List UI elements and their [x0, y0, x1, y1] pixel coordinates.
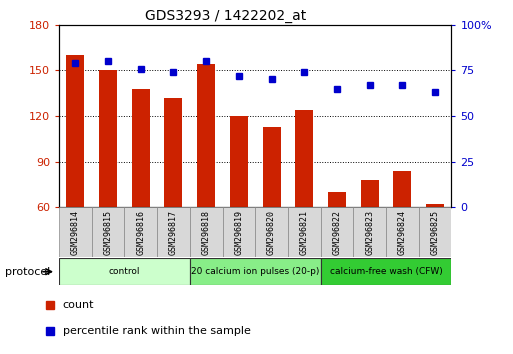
Text: GSM296815: GSM296815: [104, 210, 112, 255]
Text: percentile rank within the sample: percentile rank within the sample: [63, 326, 251, 336]
Text: GSM296816: GSM296816: [136, 210, 145, 255]
Bar: [321, 207, 353, 257]
Text: GSM296817: GSM296817: [169, 210, 178, 255]
Bar: [353, 207, 386, 257]
Text: GSM296814: GSM296814: [71, 210, 80, 255]
Bar: [165, 98, 183, 207]
Text: GSM296822: GSM296822: [332, 210, 342, 255]
Bar: [321, 258, 451, 285]
Bar: [223, 207, 255, 257]
Bar: [328, 192, 346, 207]
Text: protocol: protocol: [5, 267, 50, 277]
Bar: [393, 171, 411, 207]
Bar: [190, 207, 223, 257]
Bar: [426, 204, 444, 207]
Bar: [361, 180, 379, 207]
Bar: [263, 127, 281, 207]
Text: GSM296820: GSM296820: [267, 210, 276, 255]
Text: GSM296821: GSM296821: [300, 210, 309, 255]
Text: 20 calcium ion pulses (20-p): 20 calcium ion pulses (20-p): [191, 267, 320, 276]
Bar: [59, 207, 92, 257]
Text: GSM296825: GSM296825: [430, 210, 440, 255]
Bar: [132, 88, 150, 207]
Bar: [124, 207, 157, 257]
Text: calcium-free wash (CFW): calcium-free wash (CFW): [330, 267, 442, 276]
Bar: [255, 207, 288, 257]
Bar: [288, 207, 321, 257]
Text: GSM296818: GSM296818: [202, 210, 211, 255]
Bar: [386, 207, 419, 257]
Bar: [419, 207, 451, 257]
Bar: [157, 207, 190, 257]
Bar: [59, 258, 190, 285]
Text: count: count: [63, 300, 94, 310]
Text: control: control: [109, 267, 140, 276]
Bar: [99, 70, 117, 207]
Text: GSM296823: GSM296823: [365, 210, 374, 255]
Text: GSM296824: GSM296824: [398, 210, 407, 255]
Text: GSM296819: GSM296819: [234, 210, 243, 255]
Bar: [66, 55, 84, 207]
Bar: [92, 207, 125, 257]
Bar: [295, 110, 313, 207]
Bar: [190, 258, 321, 285]
Bar: [230, 116, 248, 207]
Text: GDS3293 / 1422202_at: GDS3293 / 1422202_at: [145, 9, 306, 23]
Bar: [197, 64, 215, 207]
